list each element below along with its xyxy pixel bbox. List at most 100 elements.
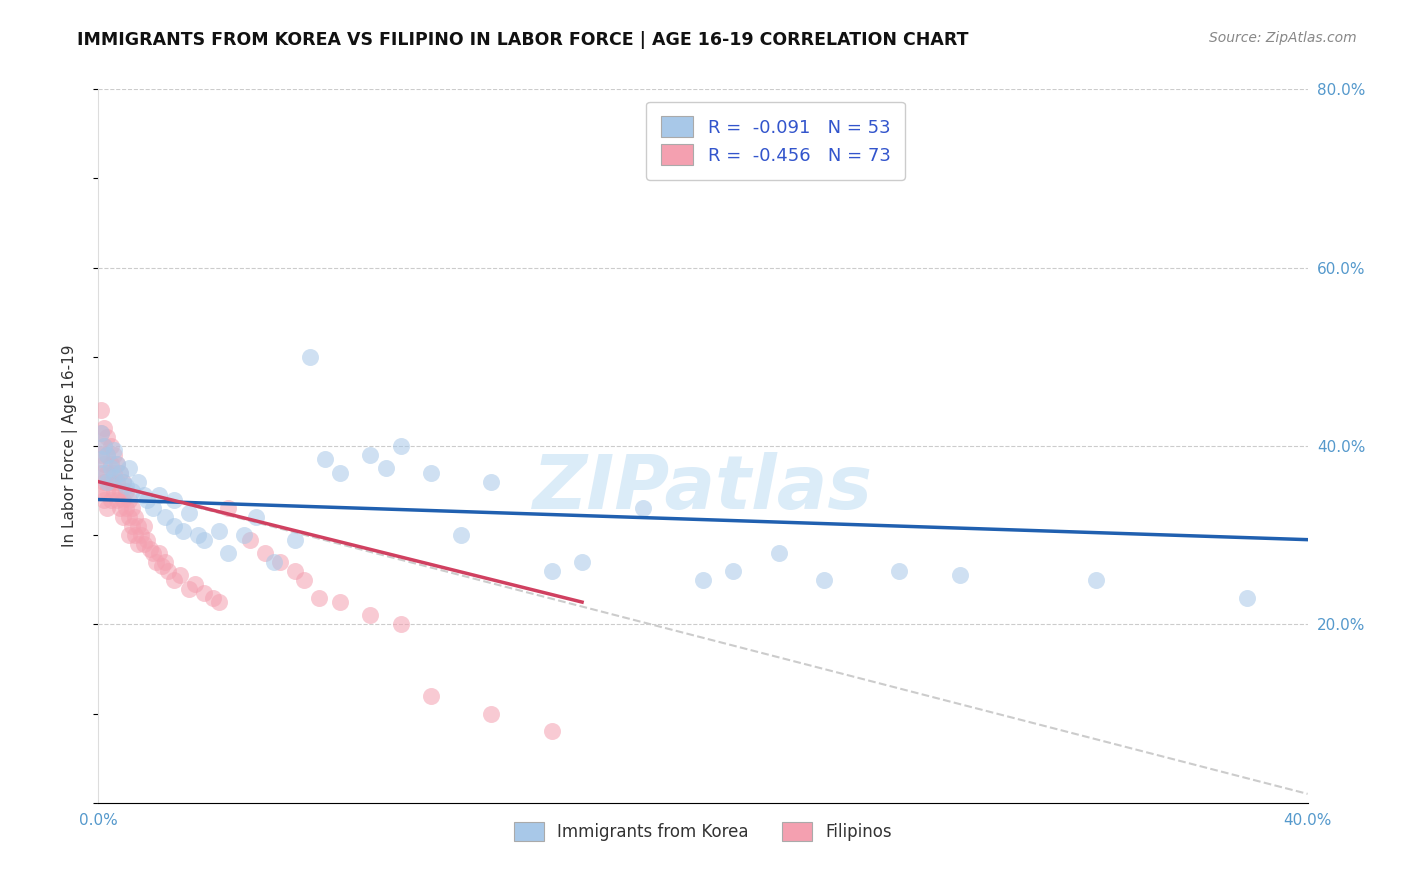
Point xyxy=(571,555,593,569)
Point xyxy=(1236,591,1258,605)
Point xyxy=(111,492,134,507)
Point xyxy=(100,475,122,489)
Point xyxy=(389,617,412,632)
Point xyxy=(692,573,714,587)
Point xyxy=(813,573,835,587)
Point xyxy=(631,501,654,516)
Point xyxy=(169,568,191,582)
Point xyxy=(132,519,155,533)
Point xyxy=(292,573,315,587)
Point xyxy=(96,466,118,480)
Point xyxy=(103,483,125,498)
Point xyxy=(420,466,443,480)
Point xyxy=(114,483,136,498)
Point xyxy=(723,564,745,578)
Point xyxy=(105,457,128,471)
Point xyxy=(145,555,167,569)
Point xyxy=(90,425,112,440)
Point xyxy=(163,519,186,533)
Point xyxy=(111,510,134,524)
Point xyxy=(90,425,112,440)
Point xyxy=(179,506,201,520)
Point xyxy=(111,475,134,489)
Point xyxy=(108,483,131,498)
Point xyxy=(269,555,291,569)
Point xyxy=(118,528,141,542)
Point xyxy=(329,595,352,609)
Point xyxy=(121,483,143,498)
Point xyxy=(172,524,194,538)
Point xyxy=(768,546,790,560)
Point xyxy=(114,479,136,493)
Point xyxy=(179,582,201,596)
Y-axis label: In Labor Force | Age 16-19: In Labor Force | Age 16-19 xyxy=(62,344,77,548)
Point xyxy=(150,559,173,574)
Point xyxy=(132,537,155,551)
Point xyxy=(90,448,112,462)
Point xyxy=(148,488,170,502)
Point xyxy=(93,421,115,435)
Point xyxy=(96,448,118,462)
Point xyxy=(540,724,562,739)
Point xyxy=(124,510,146,524)
Point xyxy=(208,595,231,609)
Point xyxy=(299,350,322,364)
Point xyxy=(90,466,112,480)
Point xyxy=(114,501,136,516)
Point xyxy=(253,546,276,560)
Point xyxy=(93,439,115,453)
Point xyxy=(103,466,125,480)
Point xyxy=(142,546,165,560)
Point xyxy=(135,492,157,507)
Point xyxy=(127,519,149,533)
Point xyxy=(93,457,115,471)
Point xyxy=(420,689,443,703)
Point xyxy=(96,475,118,489)
Point xyxy=(193,586,215,600)
Text: ZIPatlas: ZIPatlas xyxy=(533,452,873,525)
Point xyxy=(93,466,115,480)
Point xyxy=(93,439,115,453)
Point xyxy=(121,501,143,516)
Point xyxy=(108,466,131,480)
Point xyxy=(111,475,134,489)
Point xyxy=(153,555,176,569)
Point xyxy=(202,591,225,605)
Point xyxy=(96,501,118,516)
Point xyxy=(124,528,146,542)
Point xyxy=(90,403,112,417)
Point xyxy=(139,541,162,556)
Point xyxy=(103,470,125,484)
Point xyxy=(103,443,125,458)
Point xyxy=(127,475,149,489)
Text: Source: ZipAtlas.com: Source: ZipAtlas.com xyxy=(1209,31,1357,45)
Point xyxy=(308,591,330,605)
Point xyxy=(208,524,231,538)
Point xyxy=(184,577,207,591)
Point xyxy=(100,492,122,507)
Point xyxy=(90,483,112,498)
Point xyxy=(93,492,115,507)
Point xyxy=(284,533,307,547)
Point xyxy=(127,537,149,551)
Point xyxy=(389,439,412,453)
Point xyxy=(142,501,165,516)
Point xyxy=(118,510,141,524)
Point xyxy=(284,564,307,578)
Point xyxy=(105,492,128,507)
Point xyxy=(121,519,143,533)
Point xyxy=(100,457,122,471)
Point xyxy=(360,608,382,623)
Point xyxy=(187,528,209,542)
Point xyxy=(314,452,336,467)
Point xyxy=(329,466,352,480)
Point xyxy=(239,533,262,547)
Point xyxy=(118,492,141,507)
Point xyxy=(96,430,118,444)
Point xyxy=(263,555,285,569)
Point xyxy=(148,546,170,560)
Point xyxy=(132,488,155,502)
Point xyxy=(118,461,141,475)
Point xyxy=(96,448,118,462)
Point xyxy=(217,546,239,560)
